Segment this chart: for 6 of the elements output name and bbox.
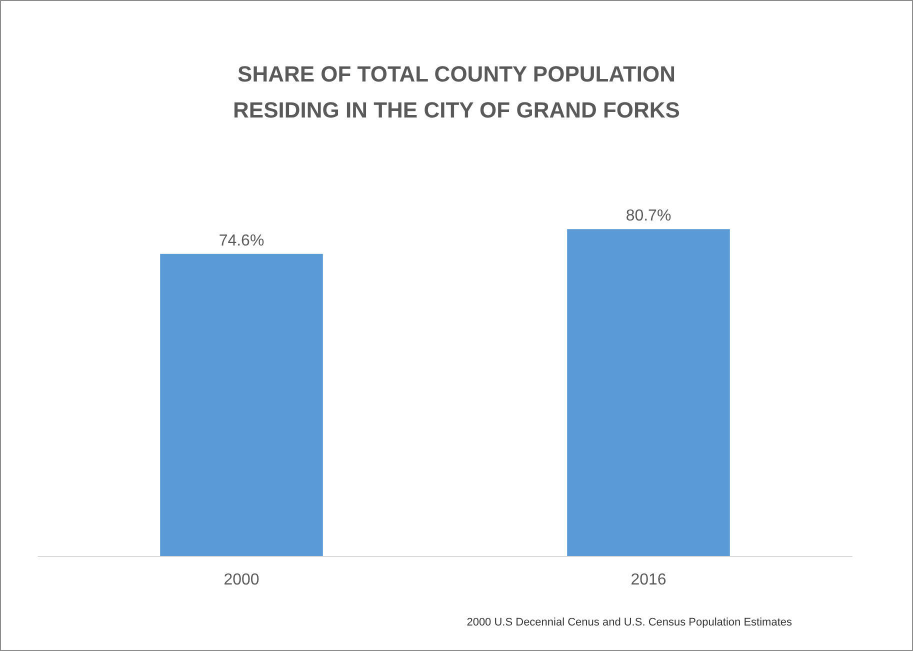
data-label: 80.7% — [626, 208, 672, 225]
x-tick-label: 2016 — [630, 572, 666, 588]
chart-title: SHARE OF TOTAL COUNTY POPULATION RESIDING IN THE CITY OF GRAND FORKS — [233, 62, 680, 122]
data-label: 74.6% — [218, 232, 264, 250]
text: 2000 U.S Decennial Cenus and U.S. Census Population Estimates — [466, 616, 792, 628]
x-tick-label: 2000 — [224, 572, 260, 588]
